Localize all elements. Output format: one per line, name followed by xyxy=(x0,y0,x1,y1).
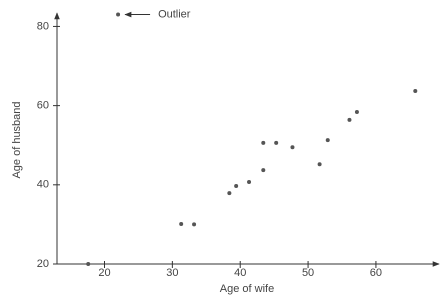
annotation: Outlier xyxy=(158,8,191,20)
y-tick-label: 40 xyxy=(37,179,49,191)
point xyxy=(274,140,279,145)
point xyxy=(317,162,322,167)
y-tick-label: 60 xyxy=(37,100,49,112)
x-tick-label: 20 xyxy=(98,267,110,279)
x-tick-label: 40 xyxy=(234,267,246,279)
point xyxy=(261,140,266,145)
point xyxy=(179,222,184,227)
point xyxy=(354,109,359,114)
point xyxy=(227,191,232,196)
y-tick-label: 80 xyxy=(37,20,49,32)
point xyxy=(247,180,252,185)
point xyxy=(413,88,418,93)
x-tick-label: 60 xyxy=(370,267,382,279)
y-axis-label: Age of husband xyxy=(11,101,23,178)
point xyxy=(290,145,295,150)
point xyxy=(116,12,121,17)
point xyxy=(192,222,197,227)
x-tick-label: 50 xyxy=(302,267,314,279)
point xyxy=(325,138,330,143)
point xyxy=(86,262,91,266)
point xyxy=(261,168,266,173)
point xyxy=(347,117,352,122)
x-tick-label: 30 xyxy=(166,267,178,279)
x-axis-label: Age of wife xyxy=(220,283,274,295)
point xyxy=(234,184,239,189)
y-tick-label: 20 xyxy=(37,258,49,270)
